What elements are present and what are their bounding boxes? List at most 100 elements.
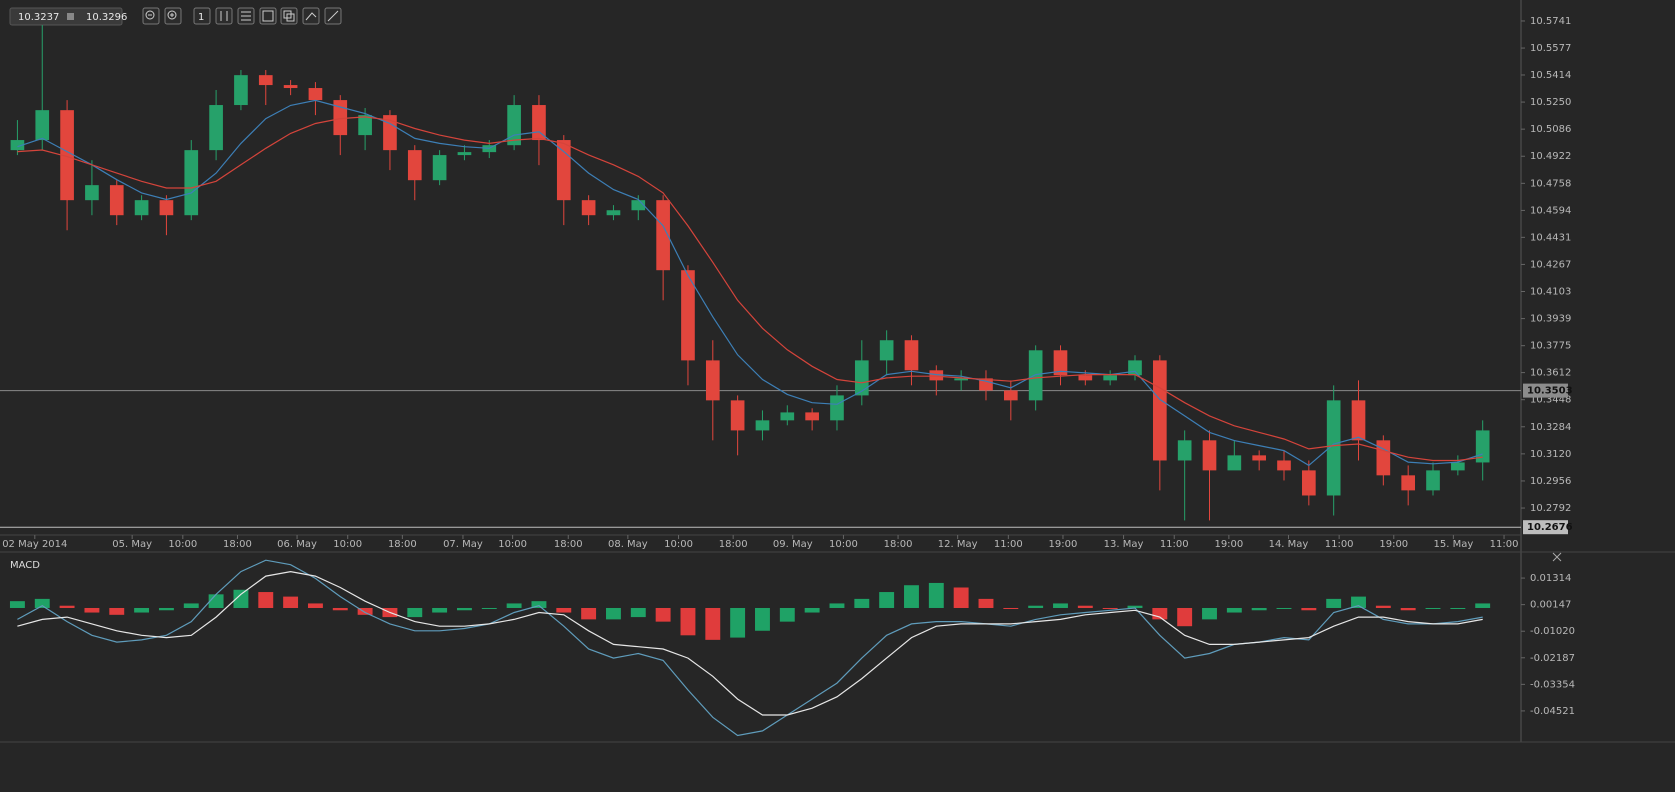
candle-body [432, 155, 447, 181]
candle-body [1401, 475, 1416, 491]
y-tick-label: 0.01314 [1530, 573, 1571, 584]
histogram-bar [481, 607, 497, 609]
indicators-button[interactable] [237, 7, 255, 25]
histogram-bar [1351, 596, 1366, 608]
histogram-bar [904, 585, 919, 608]
y-tick-label: 10.3448 [1530, 395, 1571, 406]
candle-body [879, 340, 894, 361]
candle-body [830, 395, 844, 421]
candle-body [1177, 440, 1192, 461]
y-tick-label: 10.3939 [1530, 314, 1571, 325]
y-tick-label: 10.5577 [1530, 43, 1571, 54]
candle-body [383, 115, 397, 151]
candle-body [1227, 455, 1242, 471]
y-tick-label: 10.4431 [1530, 232, 1571, 243]
candle-body [333, 100, 348, 136]
x-tick-label: 13. May [1104, 539, 1144, 550]
histogram-bar [407, 607, 423, 618]
histogram-bar [1003, 607, 1019, 609]
candle-body [805, 412, 819, 421]
share-button[interactable] [302, 7, 320, 25]
y-tick-label: -0.04521 [1530, 706, 1575, 717]
interval-button[interactable]: 1 [193, 7, 211, 25]
candle-body [35, 110, 50, 141]
y-tick-label: 10.2792 [1530, 503, 1571, 514]
candle-body [730, 400, 745, 431]
x-tick-label: 19:00 [1379, 539, 1408, 550]
candle-body [1202, 440, 1217, 471]
histogram-bar [84, 607, 100, 613]
quote-box [9, 7, 123, 26]
candle-body [904, 340, 919, 371]
candle-body [507, 105, 521, 146]
candle-body [780, 412, 795, 421]
x-tick-label: 11:00 [1490, 539, 1519, 550]
histogram-bar [1102, 607, 1118, 609]
candle-body [159, 200, 174, 216]
price-panel: 10.5741 10.5577 10.5414 10.5250 10.5086 10.49… [0, 16, 1573, 550]
x-tick-label: 02 May 2014 [2, 539, 67, 550]
x-tick-label: 14. May [1269, 539, 1309, 550]
histogram-bar [1127, 605, 1143, 608]
histogram-bar [1450, 607, 1466, 609]
histogram-bar [705, 607, 721, 640]
histogram-bar [307, 603, 323, 608]
price-label-box [1523, 383, 1568, 398]
histogram-bar [1400, 607, 1416, 611]
interval-label: 1 [198, 12, 204, 23]
histogram-bar [1425, 607, 1441, 609]
candle-body [606, 210, 621, 216]
histogram-bar [1077, 605, 1093, 608]
histogram-bar [1202, 607, 1217, 620]
histogram-bar [233, 589, 249, 608]
chart-type-button[interactable] [215, 7, 233, 25]
histogram-bar [283, 596, 299, 608]
x-tick-label: 05. May [112, 539, 152, 550]
candle-body [1277, 460, 1291, 471]
zoom-in-button[interactable] [164, 7, 182, 25]
candle-body [60, 110, 74, 201]
y-tick-label: 10.5250 [1530, 97, 1571, 108]
candle-body [581, 200, 596, 216]
zoom-out-button[interactable] [142, 7, 160, 25]
histogram-bar [581, 607, 597, 620]
x-tick-label: 09. May [773, 539, 813, 550]
copy-button[interactable] [280, 7, 298, 25]
y-tick-label: 10.5414 [1530, 70, 1571, 81]
y-tick-label: 10.5741 [1530, 16, 1571, 27]
indicator-line [17, 99, 1483, 467]
histogram-bar [1475, 603, 1491, 608]
histogram-bar [208, 594, 224, 608]
x-tick-label: 18:00 [719, 539, 748, 550]
y-tick-label: 10.4594 [1530, 205, 1571, 216]
histogram-bar [1276, 607, 1292, 609]
y-tick-label: -0.02187 [1530, 653, 1575, 664]
candle-body [656, 200, 670, 271]
draw-button[interactable] [259, 7, 277, 25]
y-tick-label: 10.3284 [1530, 422, 1571, 433]
histogram-bar [755, 607, 770, 631]
histogram-bar [1053, 603, 1068, 608]
histogram-bar [456, 607, 472, 611]
x-tick-label: 06. May [277, 539, 317, 550]
candle-body [854, 360, 869, 396]
histogram-bar [357, 607, 373, 615]
x-tick-label: 11:00 [1325, 539, 1354, 550]
y-tick-label: 10.4922 [1530, 151, 1571, 162]
candle-body [1003, 390, 1018, 401]
pen-button[interactable] [324, 7, 342, 25]
histogram-bar [1226, 607, 1242, 613]
candle-body [556, 140, 571, 201]
histogram-bar [879, 592, 895, 608]
x-tick-label: 10:00 [498, 539, 527, 550]
histogram-bar [258, 592, 274, 608]
histogram-bar [804, 607, 820, 613]
y-tick-label: 10.4103 [1530, 287, 1571, 298]
histogram-bar [606, 607, 621, 620]
candle-body [681, 270, 695, 361]
histogram-bar [779, 607, 795, 622]
y-tick-label: 10.3612 [1530, 368, 1571, 379]
price-label: 10.2676 [1527, 522, 1573, 533]
close-panel-button[interactable] [1552, 552, 1562, 562]
candle-body [1326, 400, 1341, 496]
